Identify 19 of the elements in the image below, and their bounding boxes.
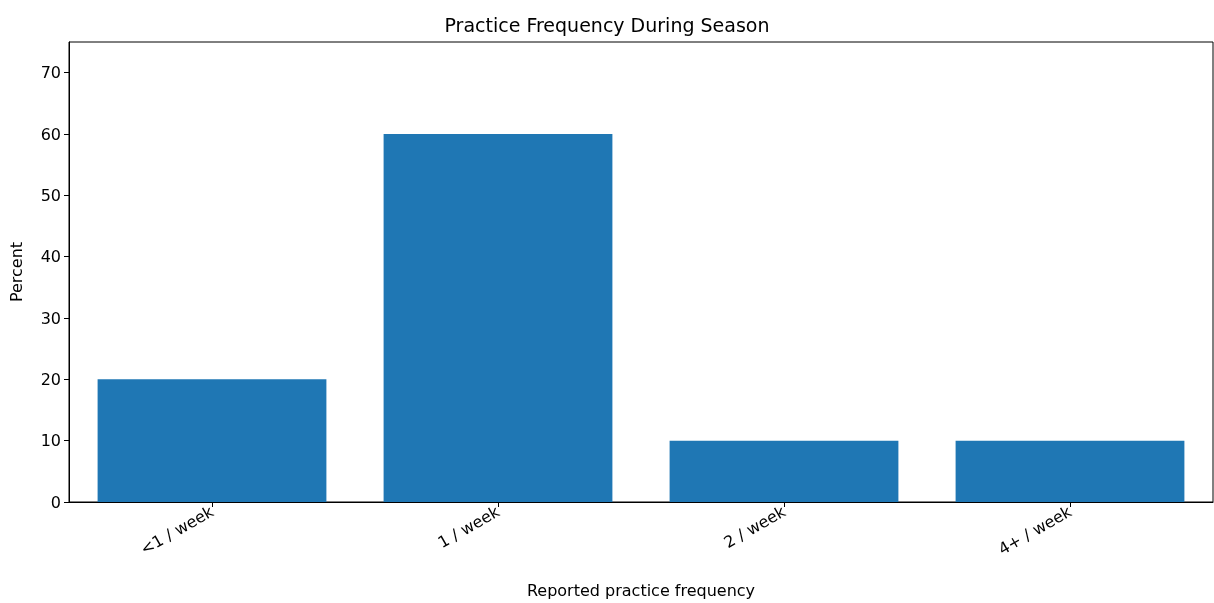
x-tick-label: 2 / week: [720, 501, 790, 553]
y-axis-title: Percent: [6, 241, 26, 303]
bar: [669, 440, 899, 502]
chart-title: Practice Frequency During Season: [444, 13, 770, 36]
y-tick-label: 40: [40, 247, 61, 267]
x-tick-label: 1 / week: [434, 501, 504, 553]
bar: [97, 379, 327, 502]
y-tick-label: 30: [40, 308, 61, 328]
bar: [383, 134, 613, 502]
y-tick-label: 70: [40, 63, 61, 83]
y-tick-label: 0: [50, 492, 61, 512]
x-tick-label: 4+ / week: [995, 501, 1076, 559]
y-tick-label: 60: [40, 124, 61, 144]
bar: [955, 440, 1185, 502]
y-tick-label: 20: [40, 369, 61, 389]
y-tick-label: 50: [40, 185, 61, 205]
x-tick-label: <1 / week: [137, 501, 218, 559]
x-axis-title: Reported practice frequency: [526, 580, 756, 600]
y-tick-label: 10: [40, 431, 61, 451]
